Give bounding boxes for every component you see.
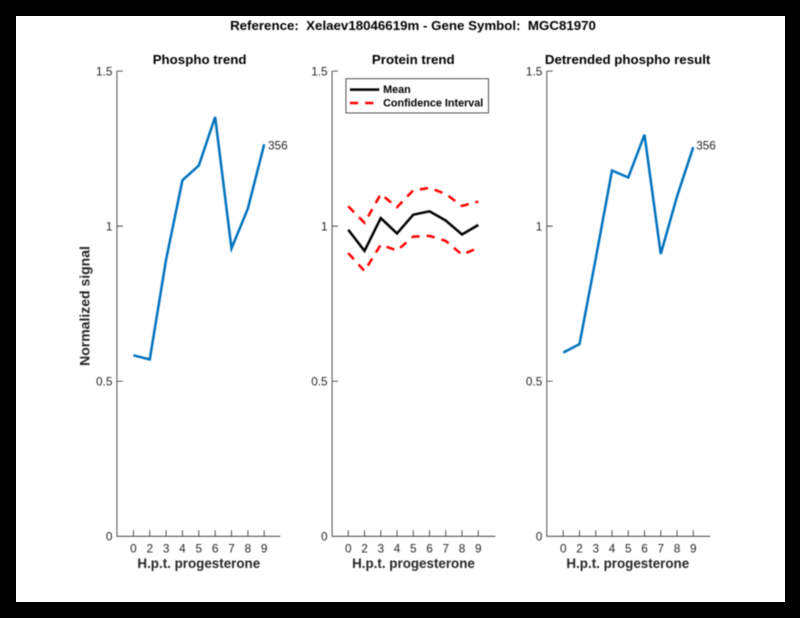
svg-text:7: 7 <box>442 542 449 556</box>
svg-text:5: 5 <box>410 542 417 556</box>
svg-text:1.5: 1.5 <box>96 64 113 78</box>
svg-text:1: 1 <box>321 219 328 233</box>
svg-text:Reference: Xelaev18046619m -: Reference: Xelaev18046619m - Gene Symbol… <box>230 18 596 33</box>
svg-text:5: 5 <box>196 542 203 556</box>
svg-text:2: 2 <box>361 542 368 556</box>
svg-text:0.5: 0.5 <box>96 374 113 388</box>
svg-text:0: 0 <box>321 530 328 544</box>
svg-text:4: 4 <box>179 542 186 556</box>
svg-text:9: 9 <box>261 542 268 556</box>
svg-text:2: 2 <box>576 542 583 556</box>
svg-text:8: 8 <box>245 542 252 556</box>
svg-text:H.p.t. progesterone: H.p.t. progesterone <box>566 556 689 571</box>
svg-text:7: 7 <box>228 542 235 556</box>
svg-text:3: 3 <box>377 542 384 556</box>
svg-text:Protein trend: Protein trend <box>372 52 455 67</box>
svg-text:356: 356 <box>696 139 716 153</box>
svg-text:9: 9 <box>690 542 697 556</box>
svg-text:5: 5 <box>625 542 632 556</box>
svg-text:1: 1 <box>536 219 543 233</box>
svg-text:0.5: 0.5 <box>526 374 543 388</box>
svg-text:3: 3 <box>163 542 170 556</box>
svg-text:0: 0 <box>536 530 543 544</box>
svg-text:6: 6 <box>212 542 219 556</box>
svg-text:1.5: 1.5 <box>311 64 328 78</box>
svg-text:4: 4 <box>394 542 401 556</box>
svg-text:0: 0 <box>560 542 567 556</box>
svg-text:0: 0 <box>130 542 137 556</box>
svg-text:0: 0 <box>106 530 113 544</box>
svg-text:Detrended phospho result: Detrended phospho result <box>545 52 711 67</box>
svg-text:H.p.t. progesterone: H.p.t. progesterone <box>137 556 260 571</box>
svg-text:6: 6 <box>641 542 648 556</box>
svg-text:7: 7 <box>657 542 664 556</box>
svg-text:Mean: Mean <box>383 84 411 96</box>
svg-text:1.5: 1.5 <box>526 64 543 78</box>
svg-text:9: 9 <box>475 542 482 556</box>
svg-text:H.p.t. progesterone: H.p.t. progesterone <box>352 556 475 571</box>
svg-text:0: 0 <box>345 542 352 556</box>
svg-text:3: 3 <box>592 542 599 556</box>
svg-text:Phospho trend: Phospho trend <box>153 52 247 67</box>
svg-text:2: 2 <box>146 542 153 556</box>
svg-text:Normalized signal: Normalized signal <box>76 246 92 366</box>
svg-text:356: 356 <box>268 139 288 153</box>
svg-text:4: 4 <box>609 542 616 556</box>
svg-text:0.5: 0.5 <box>311 374 328 388</box>
svg-text:6: 6 <box>426 542 433 556</box>
svg-text:8: 8 <box>674 542 681 556</box>
svg-text:1: 1 <box>106 219 113 233</box>
svg-text:Confidence Interval: Confidence Interval <box>383 97 483 109</box>
svg-text:8: 8 <box>459 542 466 556</box>
